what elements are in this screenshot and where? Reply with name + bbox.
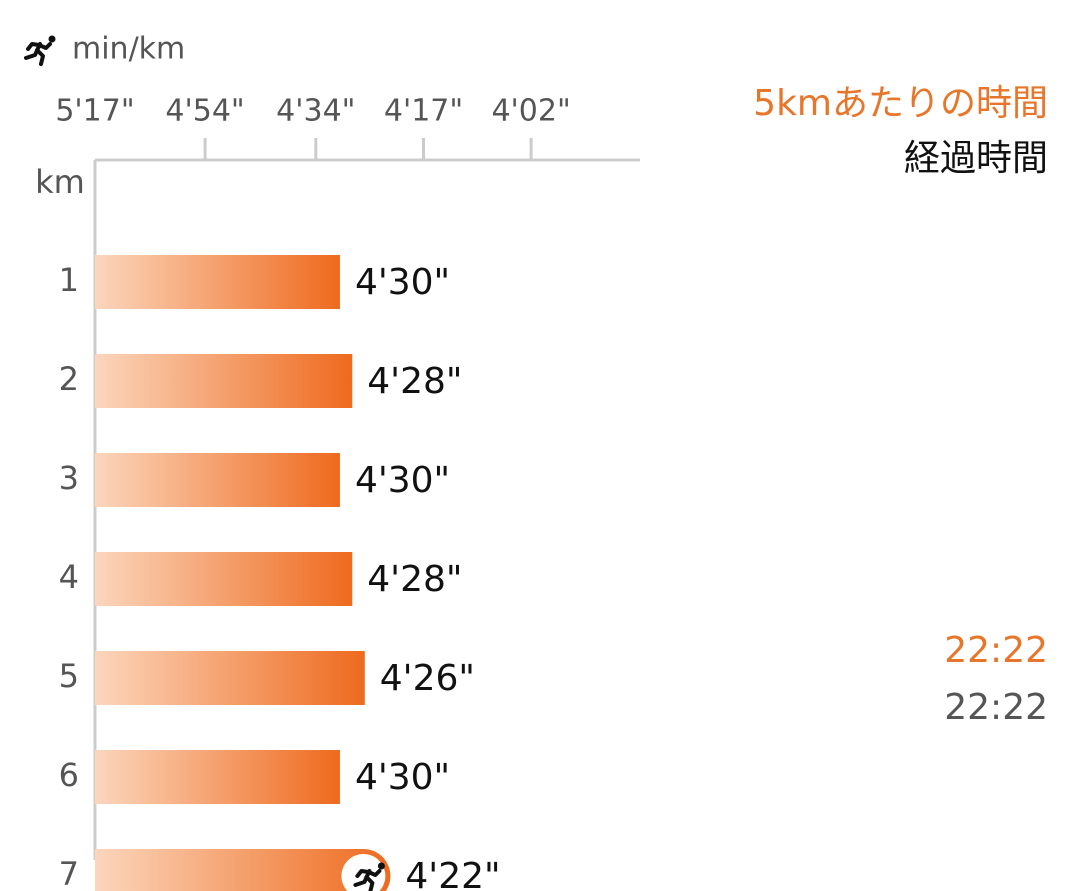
runner-icon [24,33,58,66]
x-tick-label: 5'17" [55,94,134,129]
value-label: 4'28" [367,361,462,402]
row-label: 5 [59,657,79,695]
row-label: 3 [59,459,79,497]
value-label: 4'30" [355,757,450,798]
x-tick-label: 4'54" [165,94,244,129]
y-axis-label: km [35,163,85,201]
split-time: 22:22 [944,630,1048,671]
legend-split: 5kmあたりの時間 [753,83,1048,124]
row-label: 1 [59,261,79,299]
elapsed-time: 22:22 [944,687,1048,728]
bar [95,849,391,891]
unit-label: min/km [72,32,185,67]
row-label: 6 [59,756,79,794]
x-tick-label: 4'34" [276,94,355,129]
bar [95,354,353,408]
legend-elapsed: 経過時間 [904,138,1048,179]
row-label: 7 [59,855,79,891]
value-label: 4'26" [380,658,475,699]
value-label: 4'30" [355,460,450,501]
value-label: 4'22" [405,856,500,891]
x-tick-label: 4'02" [491,94,570,129]
bar [95,255,340,309]
value-label: 4'28" [367,559,462,600]
bar [95,552,353,606]
row-label: 4 [59,558,79,596]
row-label: 2 [59,360,79,398]
bar [95,453,340,507]
x-tick-label: 4'17" [384,94,463,129]
value-label: 4'30" [355,262,450,303]
bar [95,651,365,705]
bar [95,750,340,804]
